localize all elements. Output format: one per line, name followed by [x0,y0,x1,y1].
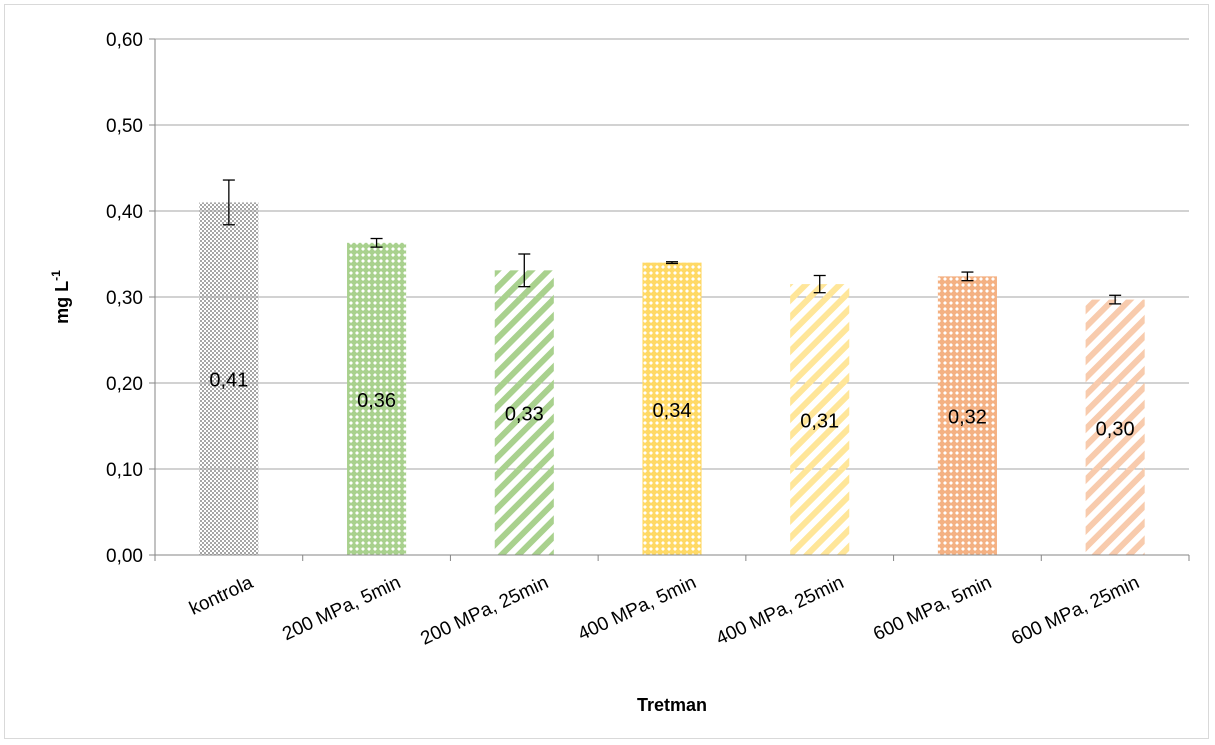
y-axis-title-superscript: -1 [49,270,63,281]
bar [937,276,997,555]
error-bars [222,179,1122,305]
bar [1085,299,1145,555]
x-tick-label: 200 MPa, 25min [418,572,552,650]
y-tick-label: 0,30 [106,288,143,309]
data-label: 0,36 [357,390,396,412]
bar [347,242,407,555]
x-tick-label: 400 MPa, 25min [713,572,847,650]
data-label: 0,33 [505,404,544,426]
axes [149,38,1190,561]
x-axis-title: Tretman [637,695,707,715]
gridlines [155,38,1189,470]
bar [494,270,554,555]
data-label: 0,31 [800,411,839,433]
bar [199,202,259,555]
data-label: 0,34 [653,400,692,422]
y-tick-label: 0,00 [106,546,143,567]
x-tick-label: 400 MPa, 5min [575,572,700,645]
data-label: 0,41 [209,370,248,392]
y-axis-title-main: mg L [52,281,72,324]
data-label: 0,32 [948,407,987,429]
bars [199,202,1145,555]
x-tick-label: 600 MPa, 5min [870,572,995,645]
y-tick-label: 0,20 [106,374,143,395]
x-tick-label: 600 MPa, 25min [1008,572,1142,650]
bar [642,262,702,555]
data-label: 0,30 [1096,418,1135,440]
x-tick-label: 200 MPa, 5min [279,572,404,645]
y-tick-label: 0,60 [106,30,143,51]
y-tick-label: 0,10 [106,460,143,481]
y-tick-label: 0,40 [106,202,143,223]
bar [790,284,850,555]
x-tick-label: kontrola [186,572,257,620]
y-axis-title: mg L-1 [49,270,72,324]
y-tick-label: 0,50 [106,116,143,137]
